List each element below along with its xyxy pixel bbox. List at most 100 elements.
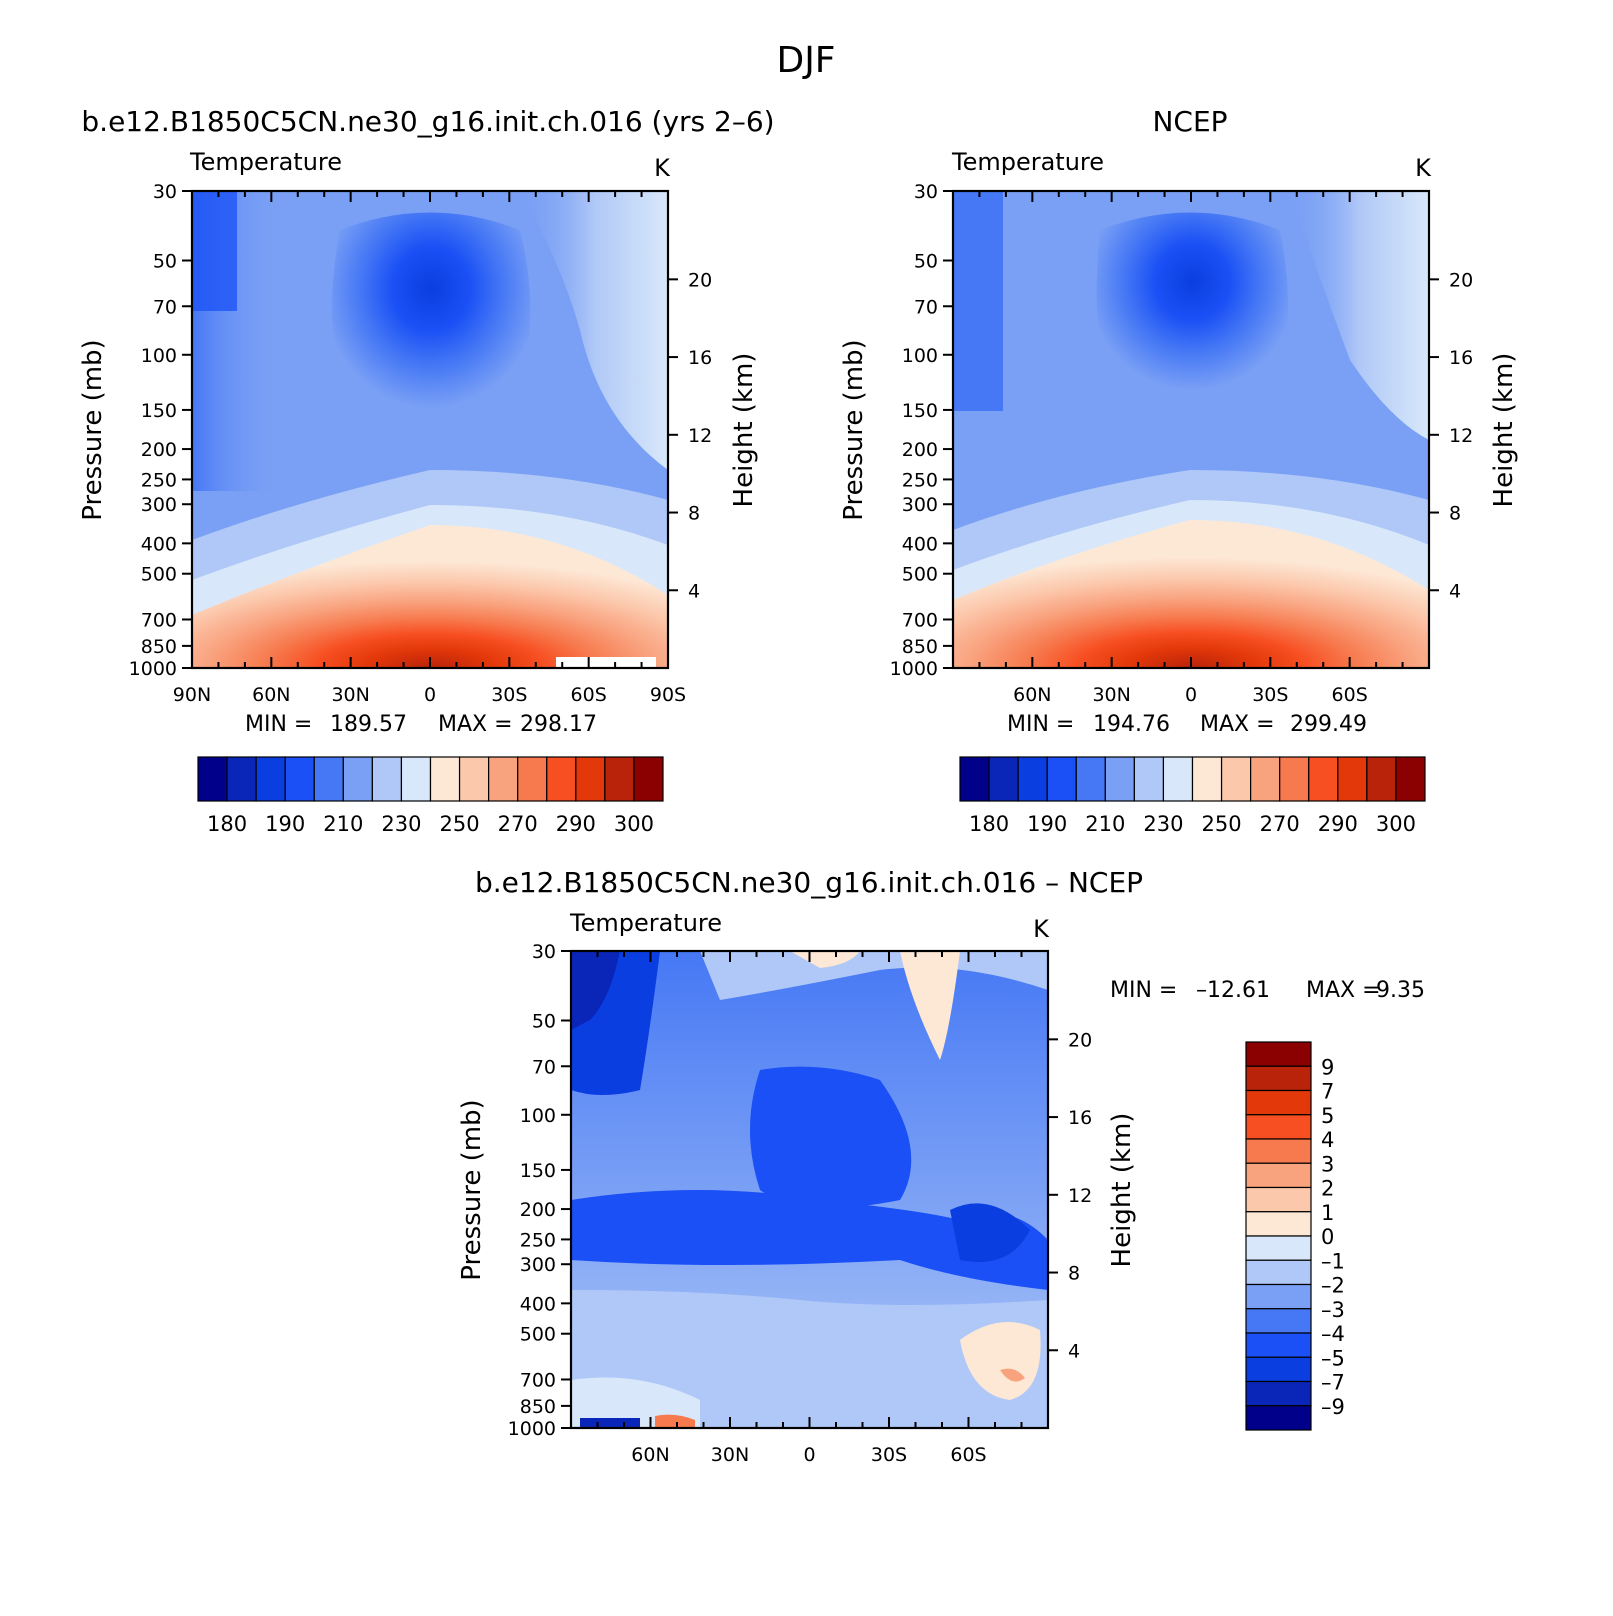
- model-y-tick-label: 150: [141, 400, 177, 422]
- obs-y-tick-label: 150: [902, 400, 938, 422]
- diff-colorbar-label: 7: [1321, 1080, 1334, 1104]
- diff-y-tick-label: 70: [532, 1056, 556, 1078]
- diff-colorbar-box: [1245, 1065, 1312, 1092]
- diff-colorbar-label: 5: [1321, 1104, 1334, 1128]
- obs-colorbar-label: 300: [1376, 812, 1416, 836]
- ncep-colorbar: 180 190 210 230 250 270 290 300: [959, 756, 1426, 836]
- obs-colorbar-box: [1308, 756, 1339, 802]
- obs-y2-tick-label: 20: [1449, 269, 1473, 291]
- diff-y-tick-label: 1000: [508, 1418, 556, 1440]
- model-colorbar-box: [313, 756, 344, 802]
- diff-y-tick-label: 250: [520, 1229, 556, 1251]
- model-units-label: K: [654, 154, 671, 182]
- model-y-tick-label: 700: [141, 609, 177, 631]
- obs-colorbar-box: [1046, 756, 1077, 802]
- difference-x-axis: 60N 30N 0 30S 60S: [570, 951, 1049, 1466]
- model-colorbar-label: 300: [614, 812, 654, 836]
- diff-y2-tick-label: 16: [1068, 1107, 1092, 1129]
- obs-y-tick-label: 700: [902, 609, 938, 631]
- obs-x-tick-label: 30S: [1252, 684, 1288, 706]
- ncep-min-value: 194.76: [1093, 712, 1170, 737]
- model-y2-tick-label: 20: [688, 269, 712, 291]
- obs-colorbar-box: [1250, 756, 1281, 802]
- diff-x-tick-label: 30S: [871, 1444, 907, 1466]
- obs-colorbar-label: 270: [1260, 812, 1300, 836]
- diff-colorbar-label: 3: [1321, 1152, 1334, 1176]
- ncep-panel: NCEP Temperature K 305070100150200250300…: [839, 105, 1519, 836]
- obs-colorbar-box: [1366, 756, 1397, 802]
- obs-x-tick-label: 60N: [1013, 684, 1051, 706]
- ncep-y2-axis: 20 16 12 8 4: [1429, 269, 1473, 602]
- diff-colorbar-label: 1: [1321, 1201, 1334, 1225]
- obs-colorbar-box: [1104, 756, 1135, 802]
- model-colorbar: 180 190 210 230 250 270 290 300: [197, 756, 664, 836]
- model-x-tick-label: 60S: [571, 684, 607, 706]
- model-x-tick-label: 0: [424, 684, 436, 706]
- model-colorbar-label: 210: [323, 812, 363, 836]
- model-y2-tick-label: 4: [688, 580, 700, 602]
- model-colorbar-label: 270: [498, 812, 538, 836]
- model-colorbar-label: 190: [265, 812, 305, 836]
- model-colorbar-box: [371, 756, 403, 802]
- obs-colorbar-label: 230: [1143, 812, 1183, 836]
- model-x-tick-label: 30S: [491, 684, 527, 706]
- model-y-tick-label: 30: [153, 181, 177, 203]
- model-y2-axis: 20 16 12 8 4: [668, 269, 712, 602]
- ncep-max-label: MAX =: [1200, 712, 1275, 737]
- ncep-max-value: 299.49: [1290, 712, 1367, 737]
- diff-colorbar-box: [1245, 1089, 1312, 1116]
- diff-y-tick-label: 400: [520, 1293, 556, 1315]
- difference-min-label: MIN =: [1110, 978, 1177, 1003]
- diff-y-tick-label: 700: [520, 1369, 556, 1391]
- diff-y-tick-label: 200: [520, 1199, 556, 1221]
- obs-colorbar-label: 290: [1318, 812, 1358, 836]
- model-colorbar-box: [226, 756, 257, 802]
- obs-colorbar-label: 180: [969, 812, 1009, 836]
- obs-y-tick-label: 200: [902, 439, 938, 461]
- model-y-tick-label: 50: [153, 250, 177, 272]
- model-panel-title: b.e12.B1850C5CN.ne30_g16.init.ch.016 (yr…: [81, 105, 774, 138]
- diff-colorbar-box: [1245, 1235, 1312, 1261]
- obs-y-tick-label: 100: [902, 345, 938, 367]
- obs-colorbar-box: [1133, 756, 1165, 802]
- diff-colorbar-box: [1245, 1211, 1312, 1237]
- diff-y-tick-label: 150: [520, 1160, 556, 1182]
- model-variable-label: Temperature: [189, 148, 342, 176]
- diff-y2-tick-label: 20: [1068, 1029, 1092, 1051]
- diff-x-tick-label: 60S: [950, 1444, 986, 1466]
- difference-max-label: MAX =: [1306, 978, 1381, 1003]
- diff-colorbar-label: –7: [1321, 1371, 1345, 1395]
- figure-title: DJF: [776, 40, 835, 81]
- model-colorbar-box: [633, 756, 664, 802]
- difference-units-label: K: [1033, 915, 1050, 943]
- difference-panel: b.e12.B1850C5CN.ne30_g16.init.ch.016 – N…: [457, 866, 1425, 1466]
- model-x-tick-label: 90S: [650, 684, 686, 706]
- obs-colorbar-box: [1017, 756, 1048, 802]
- diff-y-tick-label: 300: [520, 1254, 556, 1276]
- ncep-ylabel: Pressure (mb): [839, 339, 869, 520]
- model-y2label: Height (km): [729, 353, 759, 508]
- obs-colorbar-label: 210: [1085, 812, 1125, 836]
- obs-y2-tick-label: 16: [1449, 347, 1473, 369]
- obs-y-tick-label: 70: [914, 296, 938, 318]
- diff-colorbar-label: 2: [1321, 1177, 1334, 1201]
- difference-y2label: Height (km): [1107, 1113, 1137, 1268]
- ncep-min-label: MIN =: [1007, 712, 1074, 737]
- difference-max-value: 9.35: [1376, 978, 1425, 1003]
- obs-colorbar-box: [1162, 756, 1194, 802]
- difference-y2-axis: 20 16 12 8 4: [1048, 1029, 1092, 1362]
- obs-y-tick-label: 300: [902, 494, 938, 516]
- model-colorbar-box: [255, 756, 286, 802]
- diff-y2-tick-label: 12: [1068, 1185, 1092, 1207]
- diff-y2-tick-label: 4: [1068, 1340, 1080, 1362]
- obs-colorbar-label: 250: [1202, 812, 1242, 836]
- model-x-tick-label: 60N: [252, 684, 290, 706]
- model-y-tick-label: 850: [141, 636, 177, 658]
- model-colorbar-box: [284, 756, 315, 802]
- difference-variable-label: Temperature: [569, 909, 722, 937]
- obs-y-tick-label: 30: [914, 181, 938, 203]
- obs-colorbar-box: [1279, 756, 1310, 802]
- diff-y-tick-label: 100: [520, 1105, 556, 1127]
- diff-colorbar-box: [1245, 1162, 1312, 1189]
- diff-colorbar-label: –3: [1321, 1298, 1345, 1322]
